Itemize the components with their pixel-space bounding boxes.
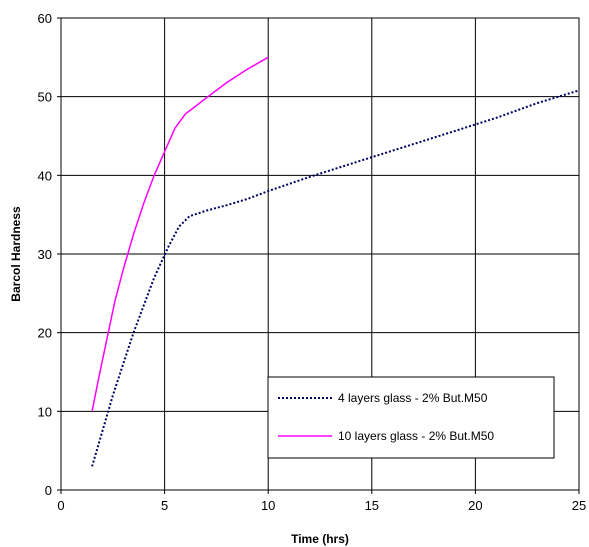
y-tick-label: 50 xyxy=(38,90,52,105)
y-tick-label: 40 xyxy=(38,168,52,183)
x-tick-label: 25 xyxy=(572,498,586,513)
y-tick-label: 30 xyxy=(38,247,52,262)
series-line-1 xyxy=(91,56,269,412)
legend: 4 layers glass - 2% But.M50 10 layers gl… xyxy=(267,376,555,459)
series-line-0 xyxy=(91,89,580,467)
y-tick-label: 20 xyxy=(38,326,52,341)
x-tick-label: 20 xyxy=(468,498,482,513)
x-tick-label: 10 xyxy=(261,498,275,513)
series-layer xyxy=(91,56,580,467)
x-axis-label: Time (hrs) xyxy=(291,532,349,546)
y-tick-label: 10 xyxy=(38,404,52,419)
legend-entry-4-layers: 4 layers glass - 2% But.M50 xyxy=(338,391,488,405)
x-tick-label: 15 xyxy=(365,498,379,513)
x-tick-label: 0 xyxy=(57,498,64,513)
x-axis-ticks: 0 5 10 15 20 25 xyxy=(57,490,586,513)
y-axis-label: Barcol Hardness xyxy=(9,206,23,302)
x-tick-label: 5 xyxy=(161,498,168,513)
y-tick-label: 60 xyxy=(38,11,52,26)
y-axis-ticks: 0 10 20 30 40 50 60 xyxy=(38,11,61,498)
y-tick-label: 0 xyxy=(45,483,52,498)
legend-entry-10-layers: 10 layers glass - 2% But.M50 xyxy=(338,429,494,443)
legend-box xyxy=(267,376,555,459)
